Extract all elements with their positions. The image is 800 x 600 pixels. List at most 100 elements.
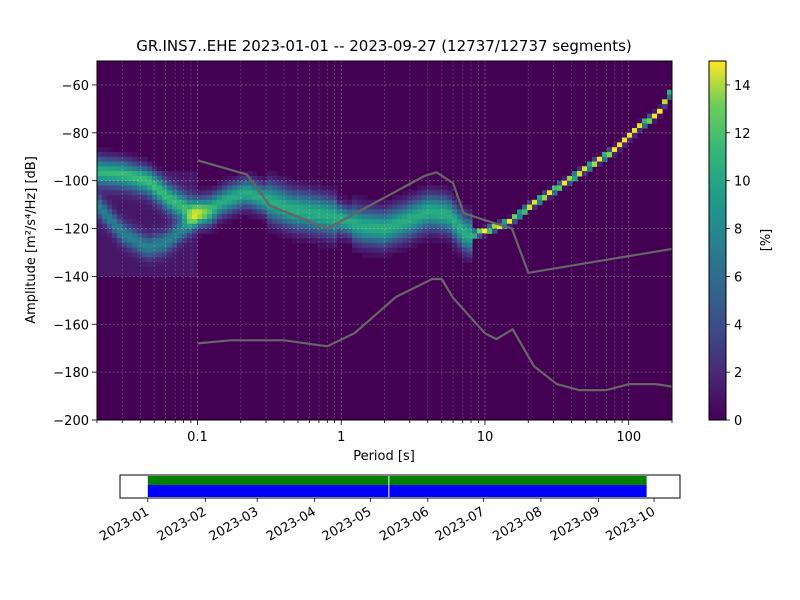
heatmap-cell — [392, 228, 398, 234]
heatmap-cell — [182, 223, 188, 230]
heatmap-cell — [392, 214, 398, 220]
heatmap-cell — [177, 175, 183, 182]
heatmap-cell — [187, 242, 193, 249]
coverage-psd-bar — [147, 476, 647, 485]
heatmap-cell — [142, 271, 148, 277]
heatmap-cell — [552, 190, 558, 196]
heatmap-cell — [172, 185, 178, 191]
heatmap-cell — [107, 257, 113, 263]
heatmap-cell — [142, 257, 148, 263]
heatmap-cell — [362, 209, 368, 215]
heatmap-cell — [407, 204, 413, 210]
heatmap-cell — [377, 218, 383, 225]
heatmap-cell — [252, 199, 258, 206]
heatmap-cell — [167, 185, 173, 191]
heatmap-cell — [177, 214, 183, 220]
heatmap-cell — [437, 238, 443, 244]
heatmap-cell — [377, 242, 383, 249]
heatmap-cell — [462, 223, 468, 230]
heatmap-cell — [387, 252, 393, 258]
heatmap-cell — [342, 238, 348, 244]
heatmap-cell — [122, 190, 128, 196]
heatmap-cell — [307, 209, 313, 215]
heatmap-cell — [287, 199, 293, 206]
heatmap-cell — [272, 223, 278, 230]
heatmap-cell — [577, 166, 583, 172]
heatmap-cell — [357, 218, 363, 225]
heatmap-cell — [152, 223, 158, 230]
heatmap-cell — [197, 190, 203, 196]
heatmap-cell — [232, 185, 238, 191]
heatmap-cell — [102, 171, 108, 177]
heatmap-cell — [297, 180, 303, 187]
heatmap-cell — [437, 185, 443, 191]
heatmap-cell — [372, 247, 378, 254]
heatmap-cell — [137, 185, 143, 191]
heatmap-cell — [397, 223, 403, 230]
heatmap-cell — [397, 199, 403, 206]
heatmap-cell — [322, 185, 328, 191]
heatmap-cell — [627, 137, 633, 143]
heatmap-cell — [182, 209, 188, 215]
heatmap-cell — [332, 214, 338, 220]
heatmap-cell — [162, 218, 168, 225]
heatmap-cell — [142, 233, 148, 239]
heatmap-cell — [177, 228, 183, 234]
heatmap-cell — [97, 242, 103, 249]
heatmap-cell — [342, 214, 348, 220]
heatmap-cell — [397, 195, 403, 201]
heatmap-cell — [162, 238, 168, 244]
heatmap-cell — [167, 266, 173, 273]
heatmap-cell — [432, 190, 438, 196]
heatmap-cell — [117, 242, 123, 249]
heatmap-cell — [377, 233, 383, 239]
heatmap-cell — [147, 228, 153, 234]
heatmap-cell — [117, 238, 123, 244]
heatmap-cell — [347, 233, 353, 239]
heatmap-cell — [452, 238, 458, 244]
heatmap-cell — [112, 214, 118, 220]
heatmap-cell — [112, 242, 118, 249]
heatmap-cell — [412, 209, 418, 215]
heatmap-cell — [142, 180, 148, 187]
heatmap-cell — [397, 204, 403, 210]
heatmap-cell — [452, 223, 458, 230]
heatmap-cell — [107, 262, 113, 268]
heatmap-cell — [102, 233, 108, 239]
colorbar: 0 2 4 6 8 10 12 14 [%] — [708, 60, 774, 429]
heatmap-cell — [137, 190, 143, 196]
heatmap-cell — [402, 233, 408, 239]
heatmap-cell — [167, 257, 173, 263]
heatmap-cell — [142, 166, 148, 172]
heatmap-cell — [327, 204, 333, 210]
heatmap-cell — [97, 171, 103, 177]
heatmap-cell — [112, 209, 118, 215]
heatmap-cell — [152, 195, 158, 201]
heatmap-cell — [447, 242, 453, 249]
heatmap-cell — [237, 199, 243, 206]
heatmap-cell — [107, 156, 113, 163]
heatmap-cell — [557, 180, 563, 187]
heatmap-cell — [402, 223, 408, 230]
heatmap-cell — [237, 190, 243, 196]
heatmap-cell — [207, 214, 213, 220]
heatmap-cell — [307, 190, 313, 196]
heatmap-cell — [337, 199, 343, 206]
heatmap-cell — [97, 151, 103, 158]
heatmap-cell — [242, 180, 248, 187]
heatmap-cell — [337, 223, 343, 230]
heatmap-cell — [282, 180, 288, 187]
heatmap-cell — [117, 204, 123, 210]
heatmap-cell — [132, 262, 138, 268]
heatmap-cell — [352, 209, 358, 215]
heatmap-cell — [617, 137, 623, 143]
heatmap-cell — [382, 209, 388, 215]
heatmap-cell — [437, 190, 443, 196]
heatmap-cell — [112, 180, 118, 187]
heatmap-cell — [122, 242, 128, 249]
heatmap-cell — [97, 233, 103, 239]
heatmap-cell — [157, 247, 163, 254]
y-tick-label: −100 — [53, 175, 89, 190]
heatmap-cell — [367, 209, 373, 215]
heatmap-cell — [177, 271, 183, 277]
